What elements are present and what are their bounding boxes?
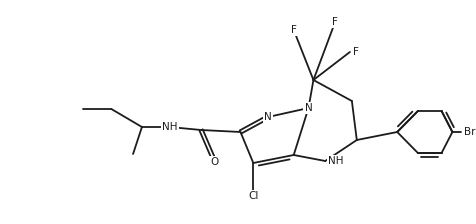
Text: F: F (352, 47, 358, 57)
Text: F: F (290, 25, 296, 35)
Text: Br: Br (463, 127, 475, 137)
Text: N: N (264, 112, 271, 122)
Text: O: O (210, 157, 218, 167)
Text: NH: NH (327, 156, 343, 166)
Text: N: N (304, 103, 312, 113)
Text: Cl: Cl (248, 191, 258, 201)
Text: F: F (331, 17, 337, 27)
Text: NH: NH (161, 122, 177, 132)
